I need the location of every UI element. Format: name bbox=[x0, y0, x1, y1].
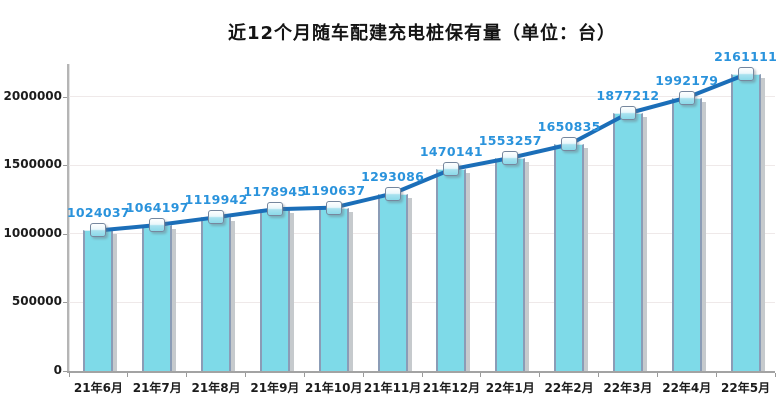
data-point-marker bbox=[678, 90, 695, 105]
y-axis-line bbox=[67, 64, 69, 373]
data-point-marker bbox=[208, 210, 225, 225]
data-point-marker bbox=[443, 162, 460, 177]
data-point-value-label: 1293086 bbox=[361, 168, 425, 184]
x-axis-tick bbox=[245, 373, 246, 377]
x-axis-category-label: 21年7月 bbox=[132, 381, 182, 395]
data-point-value-label: 1650835 bbox=[537, 119, 601, 135]
y-axis-tick bbox=[63, 302, 67, 304]
x-axis-tick bbox=[127, 373, 129, 377]
bar-shadow bbox=[525, 161, 530, 371]
x-axis-category-label: 21年10月 bbox=[305, 381, 363, 395]
x-axis-category-label: 22年3月 bbox=[603, 381, 653, 395]
bar-shadow bbox=[642, 117, 647, 371]
data-point-value-label: 2161111 bbox=[714, 49, 778, 65]
x-axis-category-label: 22年4月 bbox=[662, 381, 712, 395]
data-point-value-label: 1553257 bbox=[478, 132, 542, 148]
data-point-marker bbox=[502, 150, 519, 165]
data-point-value-label: 1470141 bbox=[419, 144, 483, 160]
bar bbox=[730, 74, 761, 371]
y-axis-tick-label: 1000000 bbox=[3, 225, 62, 240]
data-point-value-label: 1190637 bbox=[302, 182, 366, 198]
data-point-value-label: 1178945 bbox=[243, 184, 307, 200]
data-point-value-label: 1877212 bbox=[596, 88, 660, 104]
chart-title: 近12个月随车配建充电桩保有量（单位：台） bbox=[227, 23, 617, 44]
x-axis-category-label: 21年11月 bbox=[363, 381, 422, 395]
data-point-value-label: 1119942 bbox=[184, 192, 248, 208]
x-axis-tick bbox=[421, 373, 423, 377]
bar-shadow bbox=[407, 197, 412, 371]
x-axis-category-label: 22年5月 bbox=[721, 381, 771, 395]
bar-shadow bbox=[289, 213, 294, 371]
x-axis-tick bbox=[186, 373, 188, 377]
gridline bbox=[69, 233, 775, 235]
data-point-value-label: 1024037 bbox=[66, 205, 130, 221]
x-axis-tick bbox=[715, 373, 717, 377]
y-axis-tick-label: 1500000 bbox=[3, 157, 62, 172]
x-axis-tick bbox=[656, 373, 658, 377]
y-axis-tick bbox=[63, 165, 67, 167]
bar bbox=[671, 97, 702, 371]
bar-shadow bbox=[701, 101, 706, 371]
bar-shadow bbox=[584, 148, 589, 371]
gridline bbox=[69, 301, 775, 303]
y-axis-tick-label: 0 bbox=[53, 363, 62, 377]
bar bbox=[612, 113, 643, 371]
x-axis-category-label: 21年12月 bbox=[422, 381, 481, 395]
data-point-marker bbox=[266, 202, 283, 217]
data-point-value-label: 1064197 bbox=[125, 199, 189, 215]
y-axis-tick bbox=[63, 233, 67, 235]
x-axis-category-label: 22年1月 bbox=[485, 381, 535, 395]
bar-shadow bbox=[760, 78, 765, 371]
bar bbox=[142, 224, 173, 371]
x-axis-category-label: 21年8月 bbox=[191, 381, 241, 395]
data-point-marker bbox=[737, 67, 754, 82]
x-axis-tick bbox=[362, 373, 364, 377]
bar-shadow bbox=[348, 211, 353, 371]
x-axis-tick bbox=[539, 373, 541, 377]
y-axis-tick-label: 500000 bbox=[11, 294, 62, 309]
x-axis-category-label: 21年6月 bbox=[73, 381, 123, 395]
bar-shadow bbox=[172, 228, 177, 371]
x-axis-category-label: 21年9月 bbox=[250, 381, 300, 395]
data-point-value-label: 1992179 bbox=[655, 72, 719, 88]
bar bbox=[495, 157, 526, 371]
bar bbox=[436, 169, 467, 371]
data-point-marker bbox=[325, 200, 342, 215]
y-axis-tick-label: 2000000 bbox=[3, 88, 62, 103]
gridline bbox=[69, 96, 775, 98]
bar-shadow bbox=[113, 234, 118, 371]
x-axis-tick bbox=[303, 373, 305, 377]
x-axis-tick bbox=[598, 373, 599, 377]
data-point-marker bbox=[384, 186, 401, 201]
bar-shadow bbox=[231, 221, 236, 371]
y-axis-tick bbox=[63, 371, 67, 372]
data-point-marker bbox=[561, 137, 578, 152]
bar bbox=[83, 230, 114, 371]
bar bbox=[201, 217, 232, 371]
data-point-marker bbox=[149, 217, 166, 232]
bar-shadow bbox=[466, 173, 471, 371]
bar bbox=[554, 144, 585, 371]
bar bbox=[259, 209, 290, 371]
gridline bbox=[69, 164, 775, 166]
y-axis-tick bbox=[63, 96, 67, 98]
trend-line bbox=[98, 72, 747, 233]
data-point-marker bbox=[90, 223, 107, 238]
plot-area bbox=[69, 65, 775, 371]
x-axis-tick bbox=[480, 373, 482, 377]
data-point-marker bbox=[619, 106, 636, 121]
x-axis-tick bbox=[774, 373, 776, 377]
x-axis-tick bbox=[68, 373, 70, 377]
x-axis-category-label: 22年2月 bbox=[544, 381, 594, 395]
bar bbox=[377, 193, 408, 371]
x-axis-line bbox=[67, 371, 775, 373]
